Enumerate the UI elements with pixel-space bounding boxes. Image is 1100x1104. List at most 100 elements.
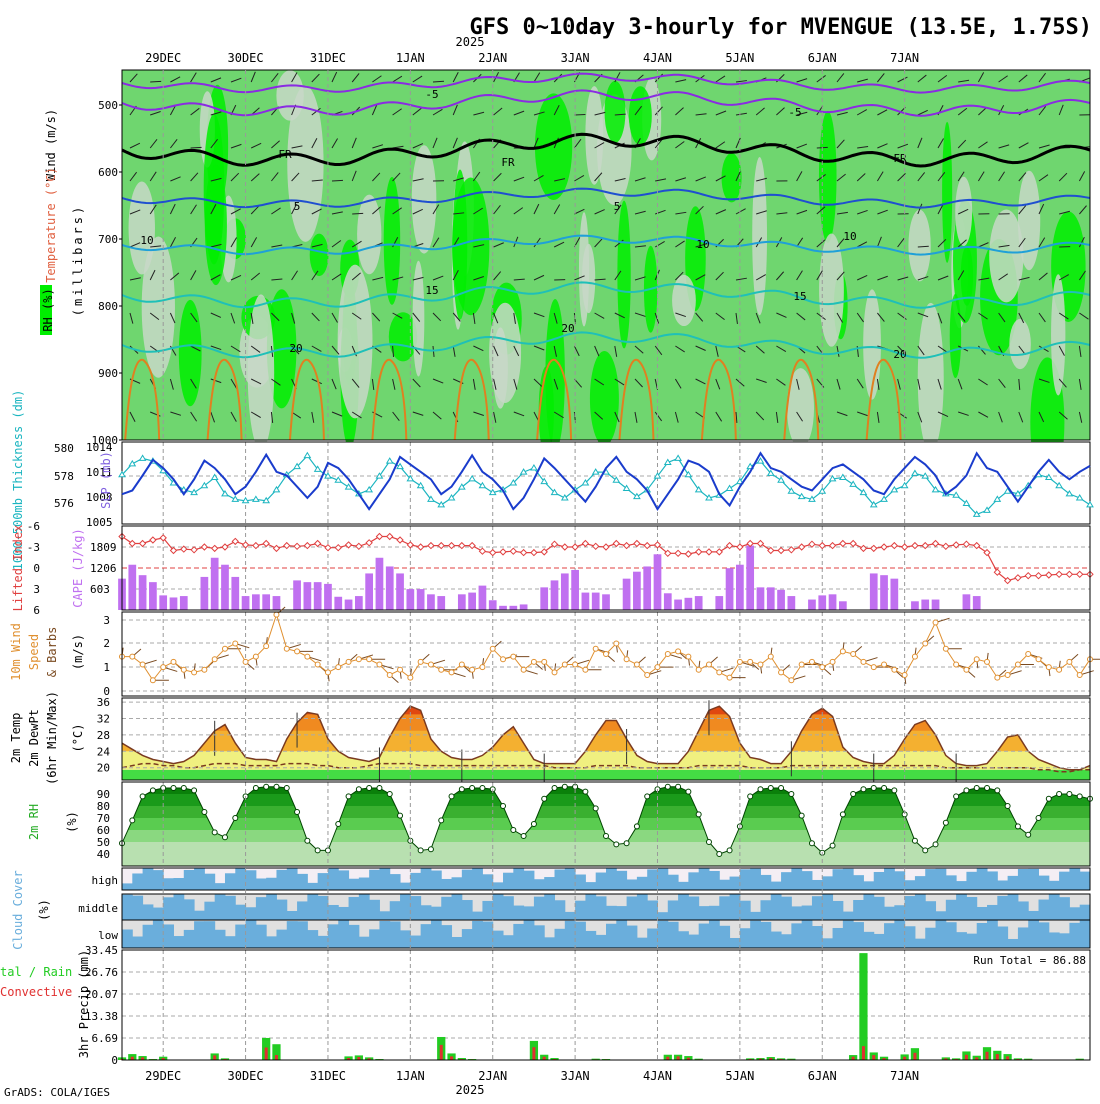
- rh-point: [181, 786, 186, 791]
- cloud-bar: [833, 928, 844, 948]
- rh-point: [799, 813, 804, 818]
- rh-point: [1057, 792, 1062, 797]
- cloud-bar: [1018, 901, 1029, 920]
- cloud-bar: [740, 869, 751, 890]
- precip-convective-bar: [677, 1056, 680, 1060]
- cloud-bar: [452, 877, 463, 890]
- cloud-bar: [853, 922, 864, 948]
- rh-point: [1046, 796, 1051, 801]
- wind-speed-point: [459, 662, 464, 667]
- precip-convective-bar: [450, 1056, 453, 1060]
- cloud-bar: [956, 932, 967, 948]
- cloud-bar: [627, 896, 638, 920]
- cloud-bar: [482, 874, 493, 890]
- rh-point: [1015, 824, 1020, 829]
- temp-tick: 20: [97, 762, 110, 775]
- cloud-bar: [400, 883, 411, 890]
- contour-label: 20: [561, 322, 574, 335]
- wind-speed-point: [624, 657, 629, 662]
- cloud-bar: [791, 868, 802, 890]
- cloud-bar: [781, 897, 792, 920]
- cloud-bar: [699, 868, 710, 890]
- rh-point: [645, 794, 650, 799]
- rh-point: [676, 784, 681, 789]
- rh-point: [830, 843, 835, 848]
- cloud-bar: [441, 925, 452, 948]
- rh-blob: [605, 81, 626, 143]
- rh-blob: [950, 294, 961, 378]
- rh-point: [871, 786, 876, 791]
- wind-speed-point: [655, 665, 660, 670]
- wind-unit: (m/s): [71, 634, 85, 670]
- rh-point: [501, 804, 506, 809]
- cloud-level-label: middle: [78, 902, 118, 915]
- cloud-bar: [585, 882, 596, 890]
- rh-point: [1005, 804, 1010, 809]
- cape-bar: [963, 594, 971, 610]
- cloud-bar: [235, 905, 246, 920]
- wind-speed-point: [511, 654, 516, 659]
- cloud-bar: [1018, 869, 1029, 890]
- rh-point: [954, 794, 959, 799]
- contour-label: 15: [425, 284, 438, 297]
- cloud-bar: [966, 934, 977, 948]
- wind-speed-point: [367, 657, 372, 662]
- wind-speed-point: [243, 659, 248, 664]
- wind-speed-point: [480, 665, 485, 670]
- cape-bar: [355, 596, 363, 610]
- date-label: 6JAN: [808, 1069, 837, 1083]
- cloud-bar: [863, 881, 874, 890]
- contour-label: 20: [289, 342, 302, 355]
- cape-bar: [128, 565, 136, 610]
- wind-speed-point: [356, 657, 361, 662]
- wind-speed-point: [851, 652, 856, 657]
- cape-bar: [479, 586, 487, 610]
- wind-speed-point: [130, 654, 135, 659]
- cloud-bar: [750, 912, 761, 920]
- wind-speed-point: [985, 659, 990, 664]
- cloud-bar: [524, 906, 535, 920]
- rh-point: [614, 842, 619, 847]
- cloud-bar: [287, 911, 298, 920]
- date-label: 3JAN: [561, 51, 590, 65]
- cloud-bar: [1039, 876, 1050, 890]
- cloud-bar: [627, 879, 638, 890]
- rh-point: [604, 834, 609, 839]
- wind-speed-point: [501, 657, 506, 662]
- cloud-bar: [637, 938, 648, 948]
- cape-bar: [643, 566, 651, 610]
- wind-speed-point: [593, 646, 598, 651]
- cloud-bar: [204, 921, 215, 948]
- cloud-bar: [441, 879, 452, 890]
- cape-bar: [406, 589, 414, 610]
- cloud-bar: [534, 897, 545, 920]
- footer-credit: GrADS: COLA/IGES: [4, 1086, 110, 1099]
- cloud-bar: [235, 868, 246, 890]
- cape-bar: [788, 596, 796, 610]
- cloud-bar: [431, 920, 442, 948]
- cape-bar: [880, 575, 888, 610]
- precip-convective-bar: [986, 1052, 989, 1060]
- cape-tick: 1809: [90, 541, 117, 554]
- wind-speed-point: [212, 657, 217, 662]
- date-label: 5JAN: [725, 1069, 754, 1083]
- cloud-bar: [421, 868, 432, 890]
- rh-blob: [989, 209, 1023, 302]
- cloud-bar: [194, 868, 205, 890]
- cloud-bar: [524, 920, 535, 948]
- cloud-bar: [565, 912, 576, 920]
- date-label: 1JAN: [396, 51, 425, 65]
- wind-tick: 3: [103, 614, 110, 627]
- cloud-bar: [812, 880, 823, 890]
- cape-label: CAPE (J/kg): [71, 528, 85, 607]
- cloud-bar: [1049, 894, 1060, 920]
- cape-bar: [262, 594, 270, 610]
- temp-tick: 36: [97, 696, 110, 709]
- date-label: 7JAN: [890, 1069, 919, 1083]
- cape-bar: [685, 598, 693, 610]
- cloud-bar: [122, 883, 133, 890]
- wind-speed-point: [604, 652, 609, 657]
- contour-label: 10: [696, 238, 709, 251]
- cloud-label: Cloud Cover: [11, 870, 25, 949]
